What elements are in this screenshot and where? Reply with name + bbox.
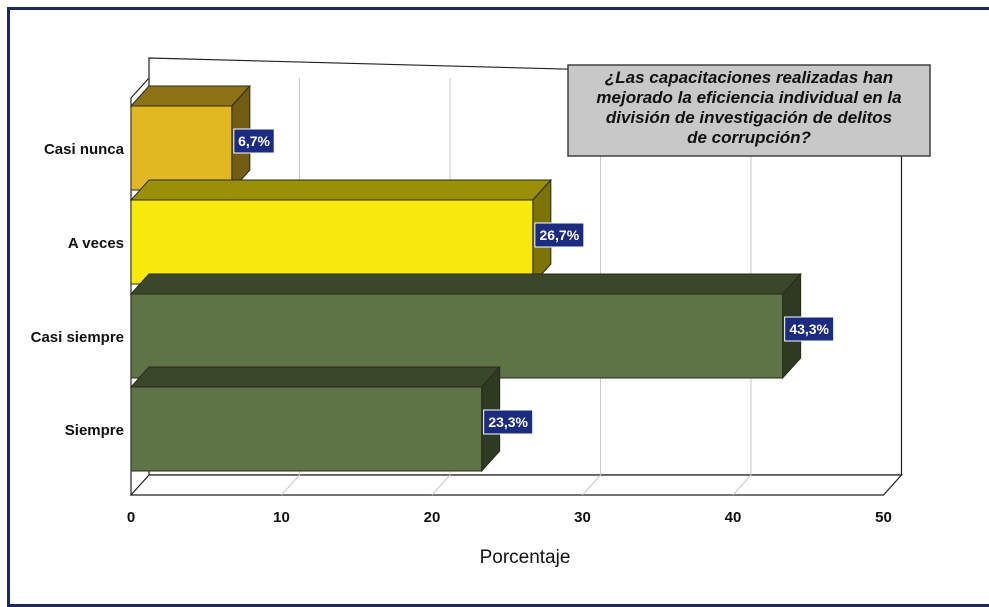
data-label-text: 23,3% — [488, 414, 528, 430]
bar-chart: Casi nunca A veces Casi siempre Siempre 0 10… — [31, 57, 931, 568]
data-label-text: 6,7% — [238, 133, 270, 149]
category-label: A veces — [68, 235, 124, 252]
gridline-floor — [732, 474, 752, 496]
x-tick-label: 50 — [875, 509, 892, 526]
bar — [129, 84, 251, 192]
left-wall-top-edge — [130, 77, 150, 99]
data-label-text: 43,3% — [789, 321, 829, 337]
gridline-floor — [582, 474, 601, 496]
chart-title-line-1: ¿Las capacitaciones realizadas han — [605, 68, 893, 87]
data-label: 43,3% — [784, 316, 835, 342]
x-axis-label: Porcentaje — [480, 547, 571, 568]
category-labels: Casi nunca A veces Casi siempre Siempre — [31, 141, 125, 439]
data-label-box — [483, 409, 534, 435]
data-label-box — [534, 222, 585, 248]
data-label-box — [233, 128, 275, 154]
data-label-text: 26,7% — [539, 227, 579, 243]
bar-front — [130, 386, 483, 472]
x-tick-label: 40 — [725, 509, 742, 526]
data-label: 26,7% — [534, 222, 585, 248]
chart-title-line-3: división de investigación de delitos — [606, 108, 892, 127]
bar-top — [129, 179, 552, 201]
floor — [129, 474, 903, 496]
bar-top — [129, 366, 501, 388]
bars — [129, 84, 802, 473]
bar — [129, 272, 802, 380]
data-labels: 6,7% 26,7% 43,3% 23,3% — [233, 128, 835, 435]
chart-title-line-2: mejorado la eficiencia individual en la — [596, 88, 901, 107]
gridline-floor — [431, 474, 451, 496]
data-label: 23,3% — [483, 409, 534, 435]
bar-front — [130, 199, 534, 285]
chart-title-box: ¿Las capacitaciones realizadas han mejor… — [567, 64, 931, 157]
bar-top — [129, 273, 802, 295]
x-tick-label: 0 — [127, 509, 135, 526]
bar-front — [130, 293, 784, 379]
x-tick-label: 20 — [424, 509, 441, 526]
chart-title-line-4: de corrupción? — [687, 128, 811, 147]
bar-top — [129, 85, 251, 107]
data-label: 6,7% — [233, 128, 275, 154]
category-label: Siempre — [65, 422, 124, 439]
gridline-floor — [281, 474, 300, 496]
data-label-box — [784, 316, 835, 342]
x-tick-labels: 0 10 20 30 40 50 — [127, 509, 892, 526]
bar — [129, 178, 552, 286]
category-label: Casi nunca — [44, 141, 125, 158]
x-tick-label: 30 — [574, 509, 591, 526]
bar-front — [130, 105, 233, 191]
x-tick-label: 10 — [273, 509, 290, 526]
bar — [129, 365, 501, 473]
category-label: Casi siempre — [31, 329, 124, 346]
